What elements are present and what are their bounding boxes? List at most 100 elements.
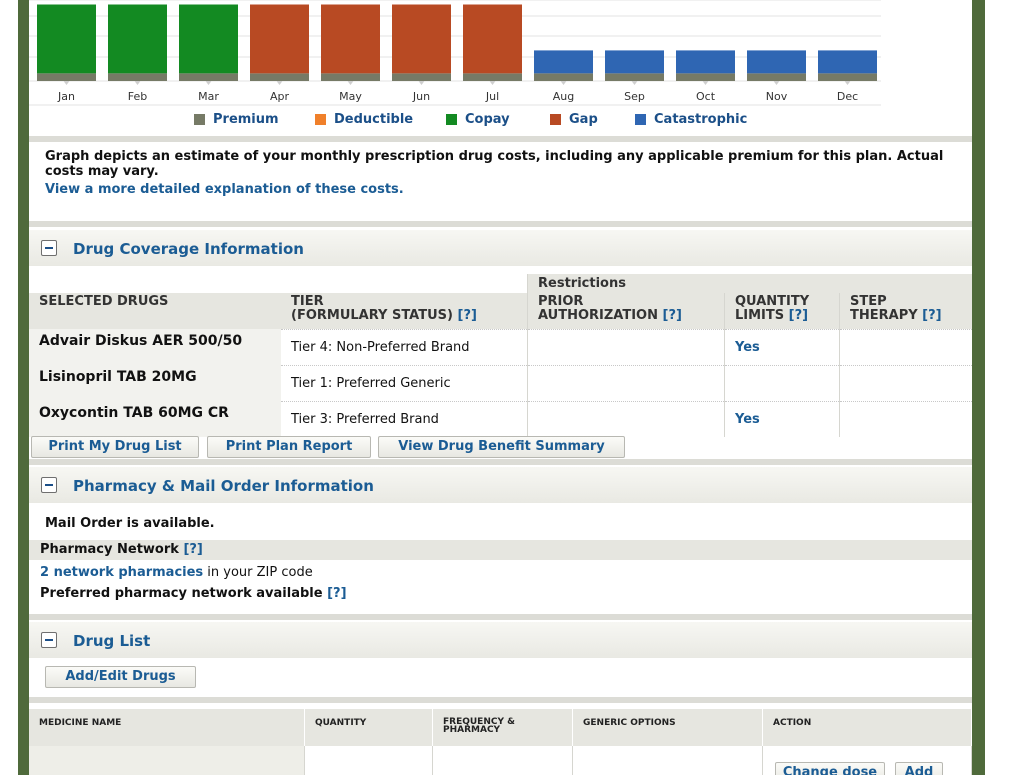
bar-copay-jan (37, 4, 96, 74)
preferred-help-link[interactable]: [?] (327, 586, 347, 601)
bar-gap-may (321, 4, 380, 74)
pharmacy-network-label: Pharmacy Network [?] (40, 542, 203, 557)
tier-header: TIER (FORMULARY STATUS) [?] (281, 293, 528, 329)
view-benefit-summary-button[interactable]: View Drug Benefit Summary (378, 436, 625, 458)
network-pharmacies: 2 network pharmacies in your ZIP code (40, 565, 313, 580)
collapse-icon[interactable] (41, 632, 57, 648)
add-edit-drugs-button[interactable]: Add/Edit Drugs (45, 666, 196, 688)
bar-gap-apr (250, 4, 309, 74)
cost-explanation-link[interactable]: View a more detailed explanation of thes… (45, 182, 404, 197)
plan-details-content: Jan Feb Mar Apr May Jun Jul Aug Sep Oct Nov Dec Pre… (29, 0, 972, 775)
left-margin (0, 0, 18, 775)
drug-name: Advair Diskus AER 500/50 (29, 329, 281, 365)
page-border-right (972, 0, 985, 775)
drug-name: Lisinopril TAB 20MG (29, 365, 281, 401)
add-button[interactable]: Add (895, 762, 943, 775)
network-pharmacies-link[interactable]: 2 network pharmacies (40, 565, 204, 580)
bar-premium-feb (108, 73, 167, 81)
tick-marker (418, 81, 425, 85)
collapse-icon[interactable] (41, 477, 57, 493)
legend-swatch (315, 114, 326, 125)
tick-marker (844, 81, 851, 85)
drug-tier: Tier 4: Non-Preferred Brand (281, 328, 528, 365)
divider (29, 614, 972, 620)
bar-gap-jun (392, 4, 451, 74)
tick-marker (702, 81, 709, 85)
prior-auth-value (527, 364, 725, 401)
month-label: Nov (766, 90, 788, 103)
bar-premium-mar (179, 73, 238, 81)
table-row: Oxycontin TAB 60MG CR Tier 3: Preferred … (29, 400, 972, 437)
legend-swatch (446, 114, 457, 125)
bar-premium-dec (818, 73, 877, 81)
tick-marker (63, 81, 70, 85)
legend-item-deductible: Deductible (315, 112, 413, 127)
tier-help-link[interactable]: [?] (457, 308, 477, 323)
chart-note-text: Graph depicts an estimate of your monthl… (45, 149, 944, 179)
drug-list-table: MEDICINE NAME QUANTITY FREQUENCY & PHARM… (29, 709, 972, 775)
action-header: ACTION (762, 709, 972, 746)
network-help-link[interactable]: [?] (183, 542, 203, 557)
month-label: Apr (270, 90, 290, 103)
legend-item-copay: Copay (446, 112, 510, 127)
tick-marker (560, 81, 567, 85)
legend-swatch (550, 114, 561, 125)
drug-tier: Tier 3: Preferred Brand (281, 400, 528, 437)
month-label: Sep (624, 90, 645, 103)
bar-premium-oct (676, 73, 735, 81)
month-label: Dec (837, 90, 858, 103)
divider (29, 459, 972, 465)
bar-premium-aug (534, 73, 593, 81)
collapse-icon[interactable] (41, 240, 57, 256)
legend-label: Deductible (334, 112, 414, 127)
step-help-link[interactable]: [?] (922, 308, 942, 323)
quantity-limit-link[interactable]: Yes (724, 400, 840, 437)
chart-legend: Premium Deductible Copay Gap Catastrophic (29, 112, 972, 132)
month-label: May (339, 90, 362, 103)
divider (29, 221, 972, 227)
preferred-network: Preferred pharmacy network available [?] (40, 586, 347, 601)
drug-list-header[interactable]: Drug List (29, 622, 972, 658)
prior-auth-value (527, 400, 725, 437)
month-label: Jun (412, 90, 430, 103)
legend-label: Copay (465, 112, 510, 127)
bar-premium-sep (605, 73, 664, 81)
quantity-limit-link[interactable] (724, 364, 840, 401)
prior-help-link[interactable]: [?] (662, 308, 682, 323)
tick-marker (631, 81, 638, 85)
bar-premium-jun (392, 73, 451, 81)
page-border-left (18, 0, 29, 775)
tick-marker (489, 81, 496, 85)
tick-marker (134, 81, 141, 85)
bar-catastrophic-oct (676, 50, 735, 74)
print-plan-report-button[interactable]: Print Plan Report (207, 436, 371, 458)
print-drug-list-button[interactable]: Print My Drug List (31, 436, 199, 458)
quantity-limit-link[interactable]: Yes (724, 328, 840, 365)
legend-item-gap: Gap (550, 112, 598, 127)
bar-premium-may (321, 73, 380, 81)
table-row: Advair Diskus AER 500/50 Tier 4: Non-Pre… (29, 328, 972, 365)
tick-marker (347, 81, 354, 85)
quantity-header: QUANTITY (304, 709, 433, 746)
step-therapy-value (839, 364, 972, 401)
drug-coverage-title: Drug Coverage Information (73, 240, 304, 258)
table-row: Change dose Add (29, 746, 972, 775)
quantity-limits-header: QUANTITY LIMITS [?] (724, 293, 840, 329)
drug-name: Oxycontin TAB 60MG CR (29, 401, 281, 437)
drug-coverage-header[interactable]: Drug Coverage Information (29, 230, 972, 266)
bar-premium-apr (250, 73, 309, 81)
qty-help-link[interactable]: [?] (788, 308, 809, 323)
legend-item-premium: Premium (194, 112, 279, 127)
prior-auth-header: PRIOR AUTHORIZATION [?] (527, 293, 725, 329)
drug-tier: Tier 1: Preferred Generic (281, 364, 528, 401)
change-dose-button[interactable]: Change dose (775, 762, 885, 775)
tick-marker (205, 81, 212, 85)
bar-premium-jul (463, 73, 522, 81)
pharmacy-header[interactable]: Pharmacy & Mail Order Information (29, 467, 972, 503)
legend-item-catastrophic: Catastrophic (635, 112, 747, 127)
legend-swatch (194, 114, 205, 125)
step-therapy-value (839, 400, 972, 437)
month-label: Jan (57, 90, 75, 103)
legend-label: Catastrophic (654, 112, 748, 127)
action-cell: Change dose Add (762, 746, 972, 775)
